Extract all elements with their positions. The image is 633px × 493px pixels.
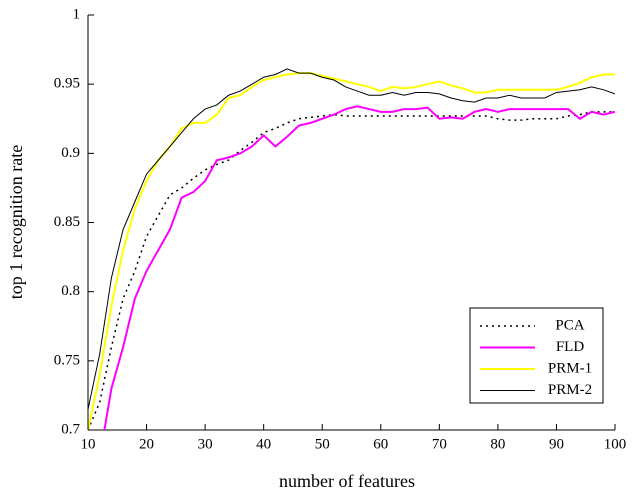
legend-label: FLD: [556, 339, 585, 355]
y-tick-label: 0.85: [54, 214, 80, 230]
series-line: [88, 72, 615, 430]
x-tick-label: 30: [198, 436, 213, 452]
legend-box: [469, 307, 604, 404]
y-tick-label: 0.75: [54, 352, 80, 368]
series-line: [88, 68, 615, 410]
legend-label: PCA: [555, 317, 584, 333]
x-tick-label: 70: [432, 436, 447, 452]
x-tick-label: 60: [373, 436, 388, 452]
series-line: [88, 111, 615, 430]
x-tick-label: 40: [256, 436, 271, 452]
x-tick-label: 50: [315, 436, 330, 452]
plot-area: [88, 68, 615, 430]
y-tick-label: 0.95: [54, 76, 80, 92]
y-tick-label: 0.9: [61, 145, 80, 161]
y-tick-label: 0.8: [61, 283, 80, 299]
legend-label: PRM-2: [548, 382, 592, 398]
legend-label: PRM-1: [548, 360, 592, 376]
x-tick-label: 100: [604, 436, 627, 452]
x-axis-title: number of features: [279, 471, 415, 491]
x-tick-label: 10: [81, 436, 96, 452]
y-tick-label: 1: [73, 6, 81, 22]
series-line: [103, 105, 615, 430]
x-tick-label: 80: [490, 436, 505, 452]
y-tick-label: 0.7: [61, 421, 80, 437]
y-axis-title: top 1 recognition rate: [6, 145, 26, 299]
x-tick-label: 20: [139, 436, 154, 452]
x-tick-label: 90: [549, 436, 564, 452]
